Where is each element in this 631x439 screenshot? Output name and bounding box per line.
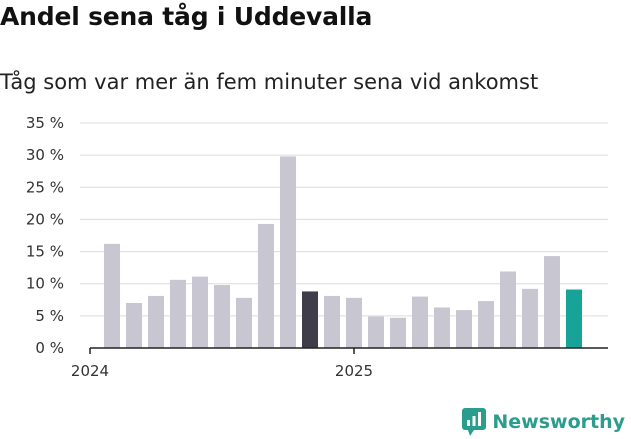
bar-2024-10 bbox=[302, 291, 318, 348]
y-tick-label: 30 % bbox=[26, 146, 64, 164]
bar-2025-06 bbox=[478, 301, 494, 348]
bar-2025-08 bbox=[522, 288, 538, 348]
y-tick-label: 0 % bbox=[35, 339, 64, 357]
y-tick-label: 25 % bbox=[26, 178, 64, 196]
bar-2024-01 bbox=[104, 243, 120, 348]
grid-lines bbox=[80, 122, 608, 317]
newsworthy-logo-icon bbox=[462, 408, 487, 436]
y-tick-label: 15 % bbox=[26, 243, 64, 261]
bar-2024-07 bbox=[236, 297, 252, 348]
bar-2024-12 bbox=[346, 297, 362, 348]
bar-2025-07 bbox=[500, 271, 516, 348]
x-tick-label: 2024 bbox=[71, 362, 109, 380]
y-tick-label: 20 % bbox=[26, 210, 64, 228]
y-tick-label: 5 % bbox=[35, 307, 64, 325]
brand-name: Newsworthy bbox=[492, 411, 625, 433]
y-axis-labels: 0 % 5 % 10 % 15 % 20 % 25 % 30 % 35 % bbox=[26, 114, 64, 357]
bar-2024-11 bbox=[324, 295, 340, 348]
chart-subtitle: Tåg som var mer än fem minuter sena vid … bbox=[0, 70, 539, 94]
bar-2025-04 bbox=[434, 307, 450, 348]
bar-2025-05 bbox=[456, 310, 472, 348]
bar-2024-04 bbox=[170, 279, 186, 348]
x-axis: 2024 2025 bbox=[71, 347, 608, 380]
chart-title: Andel sena tåg i Uddevalla bbox=[0, 2, 373, 31]
bar-2025-09 bbox=[544, 256, 560, 348]
bars bbox=[104, 156, 582, 348]
bar-2024-08 bbox=[258, 223, 274, 348]
brand-logo: Newsworthy bbox=[462, 408, 625, 436]
x-tick-label: 2025 bbox=[335, 362, 373, 380]
bar-2024-02 bbox=[126, 303, 142, 348]
bar-2025-03 bbox=[412, 296, 428, 348]
bar-2025-02 bbox=[390, 317, 406, 348]
bar-2025-01 bbox=[368, 316, 384, 348]
bar-2024-03 bbox=[148, 295, 164, 348]
bar-2024-05 bbox=[192, 276, 208, 348]
bar-2024-09 bbox=[280, 156, 296, 348]
y-tick-label: 10 % bbox=[26, 275, 64, 293]
y-tick-label: 35 % bbox=[26, 114, 64, 132]
bar-2025-10 bbox=[566, 289, 582, 348]
bar-2024-06 bbox=[214, 285, 230, 348]
